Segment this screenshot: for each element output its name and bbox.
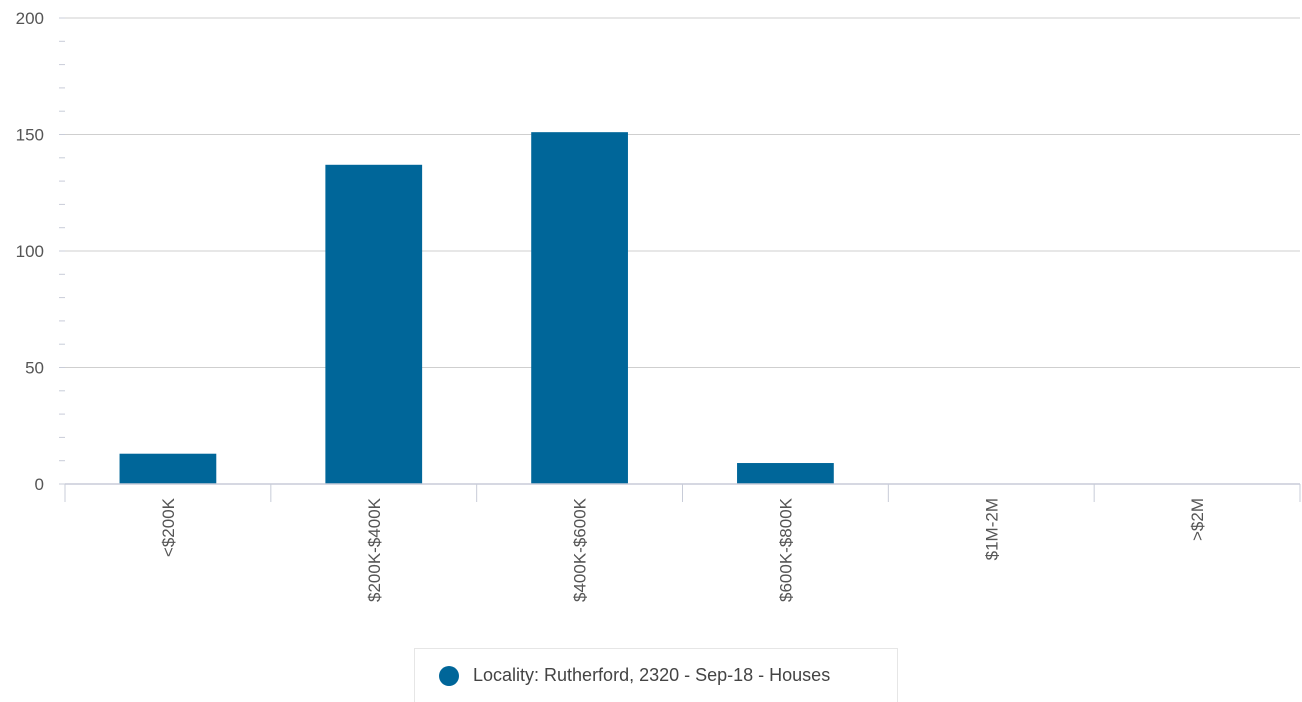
legend-marker-icon: [439, 665, 459, 686]
x-tick-label: >$2M: [1188, 498, 1207, 541]
bar[interactable]: [119, 453, 217, 484]
y-tick-label: 150: [16, 126, 44, 145]
y-axis-tick-labels: 0 50 100 150 200: [16, 9, 44, 494]
legend[interactable]: Locality: Rutherford, 2320 - Sep-18 - Ho…: [414, 648, 898, 702]
y-tick-label: 100: [16, 242, 44, 261]
x-tick-label: $1M-2M: [982, 498, 1001, 560]
x-axis: [64, 483, 1301, 502]
bars: [119, 132, 834, 485]
x-tick-label: $600K-$800K: [776, 497, 795, 602]
x-tick-label: <$200K: [159, 497, 178, 557]
bar[interactable]: [531, 132, 628, 485]
bar[interactable]: [737, 463, 834, 484]
bar-chart: 0 50 100 150 200 <$200K $200K-$400K $400K-$600…: [16, 9, 1301, 602]
x-tick-label: $400K-$600K: [571, 497, 590, 602]
y-tick-label: 200: [16, 9, 44, 28]
x-axis-tick-labels: <$200K $200K-$400K $400K-$600K $600K-$800K $…: [159, 497, 1207, 602]
gridlines: [65, 17, 1300, 368]
bar[interactable]: [325, 164, 423, 485]
legend-label[interactable]: Locality: Rutherford, 2320 - Sep-18 - Ho…: [473, 665, 831, 685]
y-axis-minor-ticks: [59, 17, 65, 485]
x-tick-label: $200K-$400K: [365, 497, 384, 602]
y-tick-label: 50: [25, 359, 44, 378]
y-tick-label: 0: [35, 475, 44, 494]
